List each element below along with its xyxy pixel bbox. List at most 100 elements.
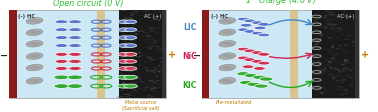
Ellipse shape: [314, 44, 318, 46]
Circle shape: [247, 83, 260, 87]
Circle shape: [118, 44, 130, 48]
Ellipse shape: [126, 18, 134, 19]
Ellipse shape: [150, 70, 154, 72]
Ellipse shape: [314, 56, 317, 58]
Ellipse shape: [149, 57, 152, 59]
Ellipse shape: [148, 95, 154, 97]
Circle shape: [240, 24, 252, 28]
Ellipse shape: [316, 31, 321, 32]
Bar: [355, 11, 359, 99]
Ellipse shape: [316, 20, 317, 21]
Ellipse shape: [26, 53, 43, 60]
Ellipse shape: [125, 66, 126, 67]
Ellipse shape: [347, 60, 349, 61]
Circle shape: [124, 84, 138, 88]
Ellipse shape: [353, 38, 355, 39]
Ellipse shape: [320, 27, 324, 29]
Ellipse shape: [141, 60, 143, 61]
Ellipse shape: [125, 85, 126, 87]
Ellipse shape: [139, 55, 143, 56]
Ellipse shape: [123, 35, 125, 36]
Ellipse shape: [319, 69, 322, 71]
Ellipse shape: [132, 33, 134, 34]
Ellipse shape: [345, 89, 347, 90]
Ellipse shape: [319, 18, 326, 19]
Ellipse shape: [119, 86, 125, 87]
Circle shape: [118, 37, 130, 40]
Ellipse shape: [130, 15, 135, 17]
Ellipse shape: [125, 38, 129, 39]
Ellipse shape: [125, 18, 127, 19]
Text: (-) HC: (-) HC: [18, 14, 35, 19]
Ellipse shape: [159, 57, 162, 59]
Circle shape: [55, 44, 68, 48]
Ellipse shape: [154, 70, 157, 71]
Ellipse shape: [331, 14, 335, 15]
Ellipse shape: [339, 94, 345, 95]
Ellipse shape: [333, 11, 339, 12]
Ellipse shape: [345, 62, 347, 63]
Ellipse shape: [146, 15, 149, 16]
Circle shape: [69, 21, 82, 24]
Ellipse shape: [135, 70, 138, 71]
Ellipse shape: [130, 75, 134, 76]
Ellipse shape: [336, 29, 343, 30]
Ellipse shape: [152, 82, 154, 83]
Ellipse shape: [318, 73, 319, 75]
Ellipse shape: [150, 32, 154, 33]
Ellipse shape: [146, 57, 150, 58]
Ellipse shape: [130, 54, 137, 55]
Ellipse shape: [328, 13, 333, 14]
Ellipse shape: [332, 24, 337, 26]
Ellipse shape: [324, 70, 325, 72]
Ellipse shape: [150, 39, 154, 41]
Ellipse shape: [314, 65, 318, 66]
Ellipse shape: [125, 95, 130, 97]
Ellipse shape: [341, 71, 348, 73]
Ellipse shape: [140, 28, 143, 29]
Text: 1$^{st}$ charge (4.0 V): 1$^{st}$ charge (4.0 V): [245, 0, 316, 8]
Ellipse shape: [133, 91, 134, 92]
Ellipse shape: [314, 21, 316, 23]
Ellipse shape: [155, 75, 158, 77]
Ellipse shape: [124, 41, 128, 42]
Ellipse shape: [155, 81, 158, 82]
Ellipse shape: [132, 15, 135, 16]
Ellipse shape: [324, 19, 325, 21]
Ellipse shape: [139, 88, 142, 89]
Ellipse shape: [158, 20, 160, 22]
Circle shape: [237, 48, 249, 51]
Ellipse shape: [327, 61, 332, 64]
Ellipse shape: [147, 70, 151, 72]
Bar: [202, 11, 209, 99]
Ellipse shape: [121, 46, 124, 47]
Circle shape: [239, 81, 253, 85]
Circle shape: [251, 22, 263, 25]
Ellipse shape: [122, 19, 125, 20]
Ellipse shape: [219, 78, 236, 84]
Circle shape: [69, 44, 82, 48]
Ellipse shape: [144, 62, 146, 63]
Bar: [119, 11, 163, 99]
Ellipse shape: [342, 67, 346, 68]
Ellipse shape: [316, 39, 321, 41]
Ellipse shape: [159, 37, 164, 38]
Ellipse shape: [116, 96, 124, 97]
Ellipse shape: [332, 77, 336, 79]
Ellipse shape: [324, 26, 325, 27]
Ellipse shape: [324, 20, 327, 21]
Circle shape: [244, 30, 256, 34]
Circle shape: [244, 20, 256, 24]
Ellipse shape: [132, 53, 138, 54]
Ellipse shape: [319, 34, 324, 36]
Ellipse shape: [316, 44, 319, 45]
Circle shape: [125, 44, 137, 48]
Ellipse shape: [124, 18, 126, 19]
Ellipse shape: [154, 67, 157, 69]
Ellipse shape: [313, 88, 318, 89]
Ellipse shape: [137, 87, 139, 88]
Ellipse shape: [315, 57, 318, 58]
Ellipse shape: [138, 66, 141, 67]
Ellipse shape: [344, 60, 347, 61]
Bar: [312, 11, 355, 99]
